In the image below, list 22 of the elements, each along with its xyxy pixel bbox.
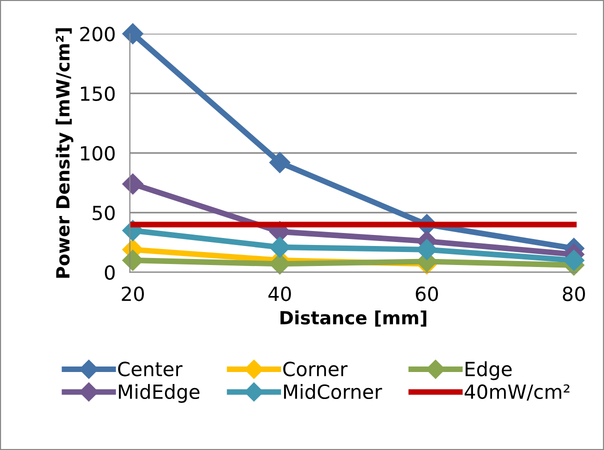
y-tick-label: 50 bbox=[92, 206, 115, 220]
y-tick-label: 200 bbox=[80, 26, 115, 42]
point bbox=[563, 250, 584, 271]
x-tick-label: 60 bbox=[416, 286, 438, 302]
legend-label: Corner bbox=[283, 362, 348, 376]
point bbox=[122, 23, 144, 44]
legend-label: Edge bbox=[466, 361, 512, 380]
x-axis-title: Distance [mm] bbox=[280, 310, 426, 327]
y-tick-label: 0 bbox=[104, 265, 115, 280]
legend-label: Center bbox=[118, 362, 182, 376]
point bbox=[122, 173, 144, 195]
legend-label: MidCorner bbox=[284, 384, 382, 400]
x-tick-label: 20 bbox=[122, 286, 144, 302]
legend-label: 40mW/cm² bbox=[464, 384, 570, 401]
y-axis-title: Power Density [mW/cm²] bbox=[56, 28, 74, 278]
legend-label: MidEdge bbox=[118, 384, 200, 403]
y-tick-label: 100 bbox=[80, 146, 115, 161]
y-tick-label: 150 bbox=[80, 86, 115, 102]
x-tick-label: 40 bbox=[268, 286, 291, 302]
point bbox=[269, 152, 290, 174]
point bbox=[122, 250, 144, 271]
x-tick-label: 80 bbox=[562, 286, 585, 302]
